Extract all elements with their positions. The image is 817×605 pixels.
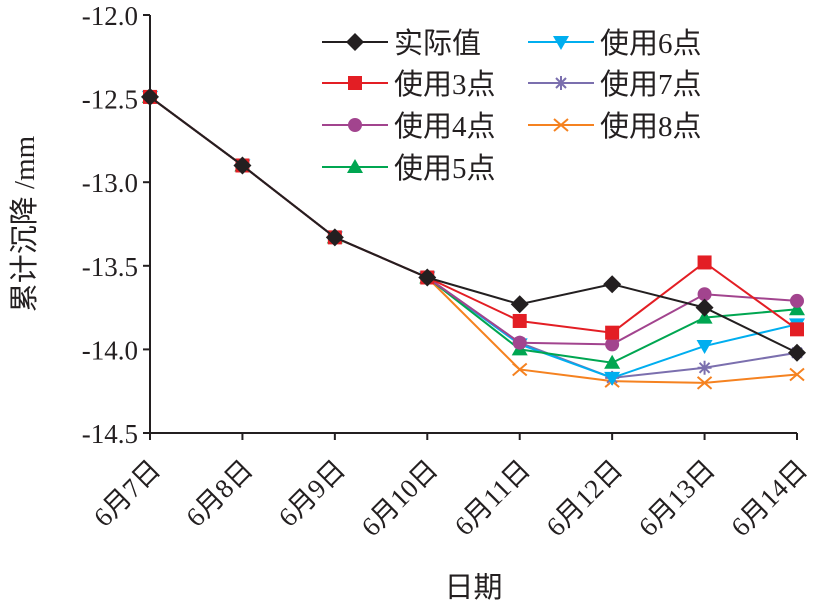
legend-item: 使用3点 (322, 68, 496, 101)
legend-label: 使用7点 (600, 68, 702, 101)
data-point-diamond (510, 295, 529, 314)
data-point-triangle-down (604, 371, 621, 386)
data-point-circle (348, 118, 362, 132)
legend-item: 使用6点 (528, 27, 702, 60)
x-axis-label: 日期 (444, 572, 502, 604)
y-tick-label: -12.0 (82, 1, 138, 31)
data-point-triangle-down (696, 340, 713, 355)
x-tick-label: 6月9日 (273, 454, 351, 532)
y-tick-label: -14.0 (82, 335, 138, 365)
series-0 (141, 87, 806, 362)
data-point-x (696, 376, 713, 390)
y-tick-label: -13.0 (82, 168, 138, 198)
data-point-triangle-down (553, 36, 569, 50)
data-point-star (554, 76, 568, 90)
data-point-diamond (233, 156, 252, 175)
legend-label: 实际值 (394, 27, 481, 60)
series-line (149, 96, 798, 354)
data-point-diamond (346, 33, 364, 51)
data-point-circle (697, 287, 712, 302)
y-tick-label: -13.5 (82, 252, 138, 282)
legend-item: 实际值 (322, 27, 481, 60)
y-axis-label: 累计沉降 /mm (8, 135, 41, 312)
data-point-star (697, 360, 712, 375)
data-point-diamond (141, 87, 159, 106)
x-tick-label: 6月11日 (449, 454, 536, 541)
legend-item: 使用5点 (322, 152, 496, 185)
data-point-x (512, 362, 528, 377)
data-point-x (789, 367, 805, 382)
data-point-circle (605, 337, 620, 352)
legend-item: 使用8点 (528, 110, 702, 143)
data-point-circle (512, 335, 527, 350)
data-point-triangle (789, 301, 805, 316)
data-point-triangle (696, 309, 713, 324)
legend-label: 使用8点 (600, 110, 702, 143)
y-tick-label: -14.5 (82, 419, 138, 449)
data-point-square (348, 76, 362, 90)
x-tick-label: 6月12日 (540, 454, 628, 542)
legend-label: 使用5点 (394, 152, 496, 185)
legend-label: 使用6点 (600, 27, 702, 60)
data-point-triangle (347, 159, 363, 173)
x-tick-label: 6月8日 (180, 454, 258, 532)
data-point-square (512, 313, 527, 328)
data-point-diamond (788, 343, 806, 362)
data-point-diamond (603, 275, 622, 294)
data-point-triangle (604, 354, 621, 369)
legend-label: 使用4点 (394, 110, 496, 143)
x-tick-label: 6月7日 (88, 454, 166, 532)
data-point-square (790, 322, 804, 337)
y-tick-label: -12.5 (82, 85, 138, 115)
x-tick-label: 6月14日 (725, 454, 813, 542)
legend-label: 使用3点 (394, 68, 496, 101)
data-point-square (697, 255, 712, 270)
x-tick-label: 6月13日 (633, 454, 721, 542)
data-point-diamond (325, 228, 344, 247)
data-point-circle (790, 293, 804, 308)
data-point-diamond (418, 268, 437, 287)
x-tick-label: 6月10日 (355, 454, 443, 542)
data-point-x (553, 118, 569, 132)
data-point-diamond (695, 298, 714, 317)
data-point-square (605, 325, 620, 340)
legend-item: 使用4点 (322, 110, 496, 143)
legend-item: 使用7点 (528, 68, 702, 101)
